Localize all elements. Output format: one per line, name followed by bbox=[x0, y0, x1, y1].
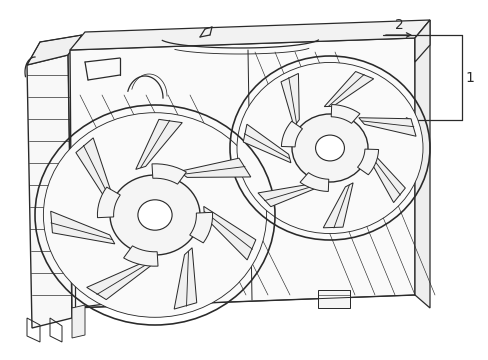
Polygon shape bbox=[86, 263, 152, 300]
Polygon shape bbox=[174, 248, 196, 309]
Ellipse shape bbox=[315, 135, 344, 161]
Polygon shape bbox=[27, 55, 72, 328]
Polygon shape bbox=[258, 184, 317, 207]
Polygon shape bbox=[300, 173, 328, 192]
Polygon shape bbox=[414, 20, 429, 62]
Ellipse shape bbox=[43, 113, 266, 317]
Ellipse shape bbox=[138, 200, 172, 230]
Polygon shape bbox=[281, 121, 302, 147]
Ellipse shape bbox=[110, 175, 200, 255]
Polygon shape bbox=[243, 124, 290, 163]
Polygon shape bbox=[369, 152, 405, 203]
Polygon shape bbox=[330, 104, 359, 123]
Polygon shape bbox=[136, 120, 182, 170]
Polygon shape bbox=[123, 246, 158, 266]
Polygon shape bbox=[70, 20, 429, 50]
Polygon shape bbox=[76, 138, 111, 202]
Polygon shape bbox=[323, 183, 352, 228]
Ellipse shape bbox=[237, 62, 422, 234]
Polygon shape bbox=[97, 187, 120, 218]
Polygon shape bbox=[203, 206, 255, 260]
Text: 2: 2 bbox=[394, 18, 403, 32]
Polygon shape bbox=[414, 20, 429, 308]
Polygon shape bbox=[317, 290, 349, 308]
Polygon shape bbox=[27, 35, 82, 65]
Polygon shape bbox=[357, 149, 378, 175]
Polygon shape bbox=[358, 118, 415, 136]
Polygon shape bbox=[324, 72, 373, 107]
Polygon shape bbox=[152, 164, 186, 184]
Polygon shape bbox=[72, 305, 85, 338]
Polygon shape bbox=[178, 158, 250, 177]
Ellipse shape bbox=[291, 114, 367, 182]
Text: 1: 1 bbox=[465, 71, 473, 85]
Polygon shape bbox=[189, 212, 212, 243]
Polygon shape bbox=[70, 38, 414, 308]
Polygon shape bbox=[51, 211, 115, 244]
Polygon shape bbox=[281, 73, 299, 127]
